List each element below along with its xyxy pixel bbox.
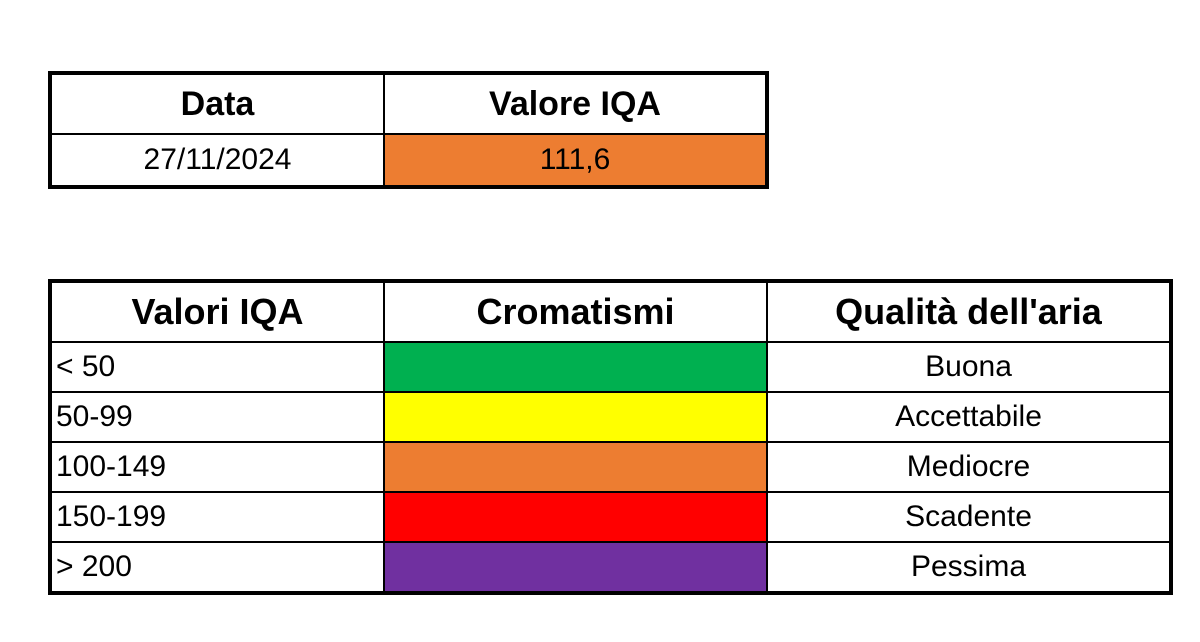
summary-data-row: 27/11/2024 111,6 [49,133,768,188]
quality-cell: Scadente [766,491,1172,543]
range-cell: 100-149 [49,441,385,493]
legend-row: 100-149 Mediocre [49,441,1172,493]
date-cell: 27/11/2024 [49,133,385,188]
quality-cell: Buona [766,341,1172,393]
date-header: Data [49,72,385,135]
legend-row: > 200 Pessima [49,541,1172,594]
legend-row: < 50 Buona [49,341,1172,393]
iqa-summary-table: Data Valore IQA 27/11/2024 111,6 [48,71,769,189]
iqa-legend-table: Valori IQA Cromatismi Qualità dell'aria … [48,279,1173,595]
color-swatch [383,441,768,493]
color-swatch [383,541,768,594]
color-swatch [383,491,768,543]
range-header: Valori IQA [49,280,385,343]
range-cell: 150-199 [49,491,385,543]
range-cell: > 200 [49,541,385,594]
iqa-value-cell: 111,6 [383,133,768,188]
legend-row: 150-199 Scadente [49,491,1172,543]
iqa-value-header: Valore IQA [383,72,768,135]
quality-cell: Mediocre [766,441,1172,493]
quality-header: Qualità dell'aria [766,280,1172,343]
summary-header-row: Data Valore IQA [49,72,768,135]
quality-cell: Accettabile [766,391,1172,443]
legend-row: 50-99 Accettabile [49,391,1172,443]
range-cell: 50-99 [49,391,385,443]
color-header: Cromatismi [383,280,768,343]
legend-header-row: Valori IQA Cromatismi Qualità dell'aria [49,280,1172,343]
color-swatch [383,341,768,393]
range-cell: < 50 [49,341,385,393]
color-swatch [383,391,768,443]
quality-cell: Pessima [766,541,1172,594]
